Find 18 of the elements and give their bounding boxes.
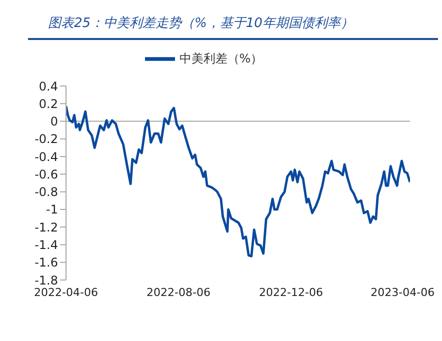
y-tick-label: -0.2 — [34, 132, 58, 146]
x-tick-label: 2022-08-06 — [146, 286, 210, 299]
y-tick-label: -1.6 — [34, 256, 58, 270]
y-tick-label: -0.4 — [34, 150, 58, 164]
x-tick-label: 2022-12-06 — [259, 286, 323, 299]
y-tick-label: 0.4 — [38, 79, 58, 94]
y-tick-label: -0.8 — [34, 185, 58, 200]
x-tick-label: 2023-04-06 — [370, 286, 435, 299]
y-tick-label: 0.2 — [38, 96, 58, 111]
y-tick-label: -1.4 — [34, 238, 58, 252]
y-tick-label: -1.2 — [34, 220, 58, 234]
x-tick-label: 2022-04-06 — [34, 286, 98, 299]
y-tick-label: -0.6 — [34, 167, 58, 182]
y-tick-label: 0 — [50, 114, 58, 129]
chart-title: 图表25：中美利差走势（%，基于10年期国债利率） — [28, 8, 438, 40]
y-tick-label: -1 — [46, 202, 58, 217]
y-tick-label: -1.8 — [34, 273, 58, 288]
legend-label: 中美利差（%） — [179, 51, 263, 66]
